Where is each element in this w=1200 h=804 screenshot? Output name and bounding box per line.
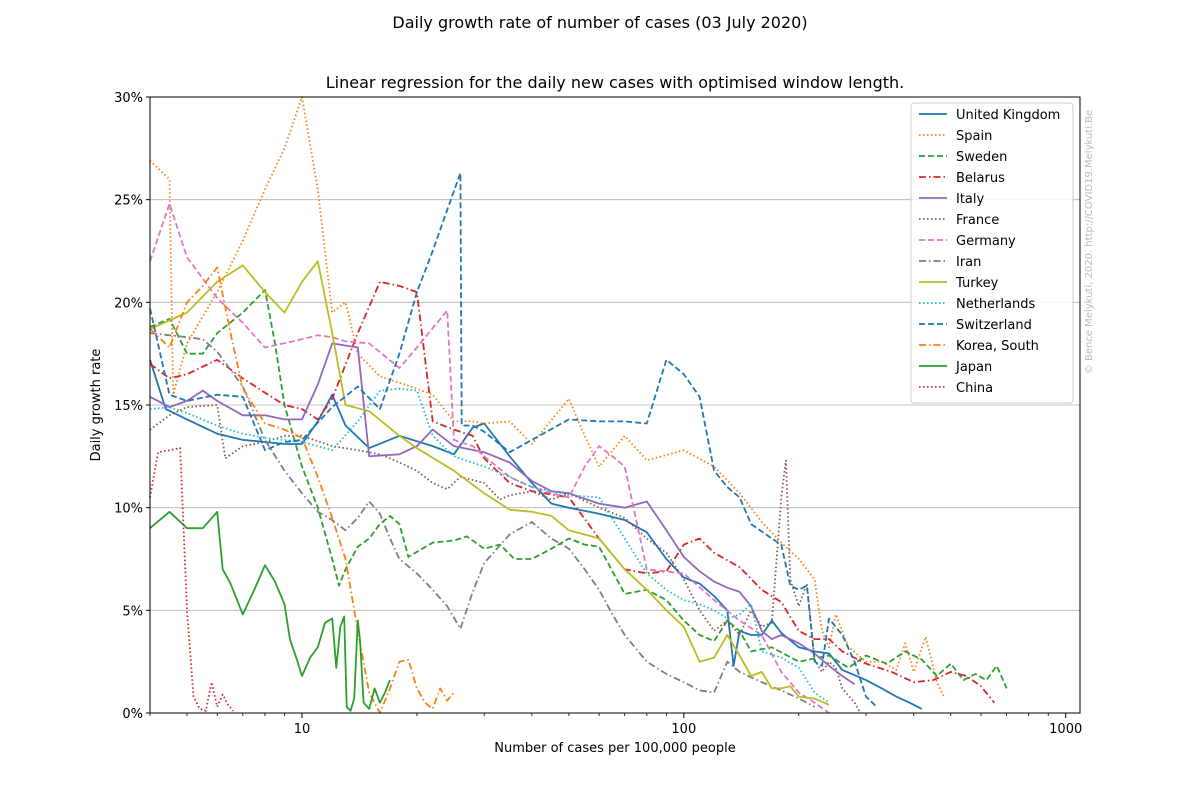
series-line (149, 260, 830, 706)
series-line (149, 359, 923, 710)
series-line (149, 289, 1008, 689)
legend-label: Sweden (956, 150, 1007, 165)
x-tick-label: 1000 (1049, 722, 1082, 737)
x-axis-label: Number of cases per 100,000 people (494, 741, 736, 756)
legend-label: France (956, 213, 999, 228)
legend-label: Japan (955, 360, 992, 375)
legend-label: Korea, South (956, 339, 1039, 354)
tick-layer: 0% 5% 10% 15% 20% 25% 30% 10 100 1000 (114, 91, 1082, 737)
legend-label: China (956, 381, 993, 396)
chart-suptitle: Daily growth rate of number of cases (03… (392, 13, 807, 32)
y-tick-label: 30% (114, 91, 143, 106)
series-line (149, 332, 816, 708)
y-tick-label: 10% (114, 502, 143, 517)
legend-label: Italy (956, 192, 985, 207)
watermark: © Bence Melykuti, 2020. http://COVID19.M… (1084, 110, 1095, 374)
legend-label: Turkey (955, 276, 999, 291)
series-line (149, 172, 878, 708)
x-tick-label: 10 (294, 722, 311, 737)
legend-label: Belarus (956, 171, 1005, 186)
y-tick-label: 15% (114, 399, 143, 414)
y-tick-label: 0% (122, 707, 143, 722)
series-line (149, 342, 856, 686)
y-tick-label: 5% (122, 604, 143, 619)
series-line (149, 96, 945, 697)
y-tick-label: 20% (114, 296, 143, 311)
chart-title: Linear regression for the daily new case… (326, 73, 904, 92)
legend-label: Iran (956, 255, 981, 270)
legend: United Kingdom Spain Sweden Belarus Italy Fra… (910, 102, 1074, 404)
series-line (149, 266, 455, 714)
series-line (149, 202, 830, 714)
series-line (149, 447, 234, 712)
x-tick-label: 100 (671, 722, 696, 737)
legend-label: United Kingdom (956, 108, 1060, 123)
y-tick-label: 25% (114, 194, 143, 209)
series-layer (149, 96, 1008, 714)
legend-label: Germany (956, 234, 1016, 249)
legend-label: Switzerland (956, 318, 1032, 333)
y-axis-label: Daily growth rate (89, 349, 104, 462)
legend-label: Netherlands (956, 297, 1035, 312)
legend-box (910, 102, 1074, 404)
series-line (149, 510, 391, 712)
legend-label: Spain (956, 129, 992, 144)
